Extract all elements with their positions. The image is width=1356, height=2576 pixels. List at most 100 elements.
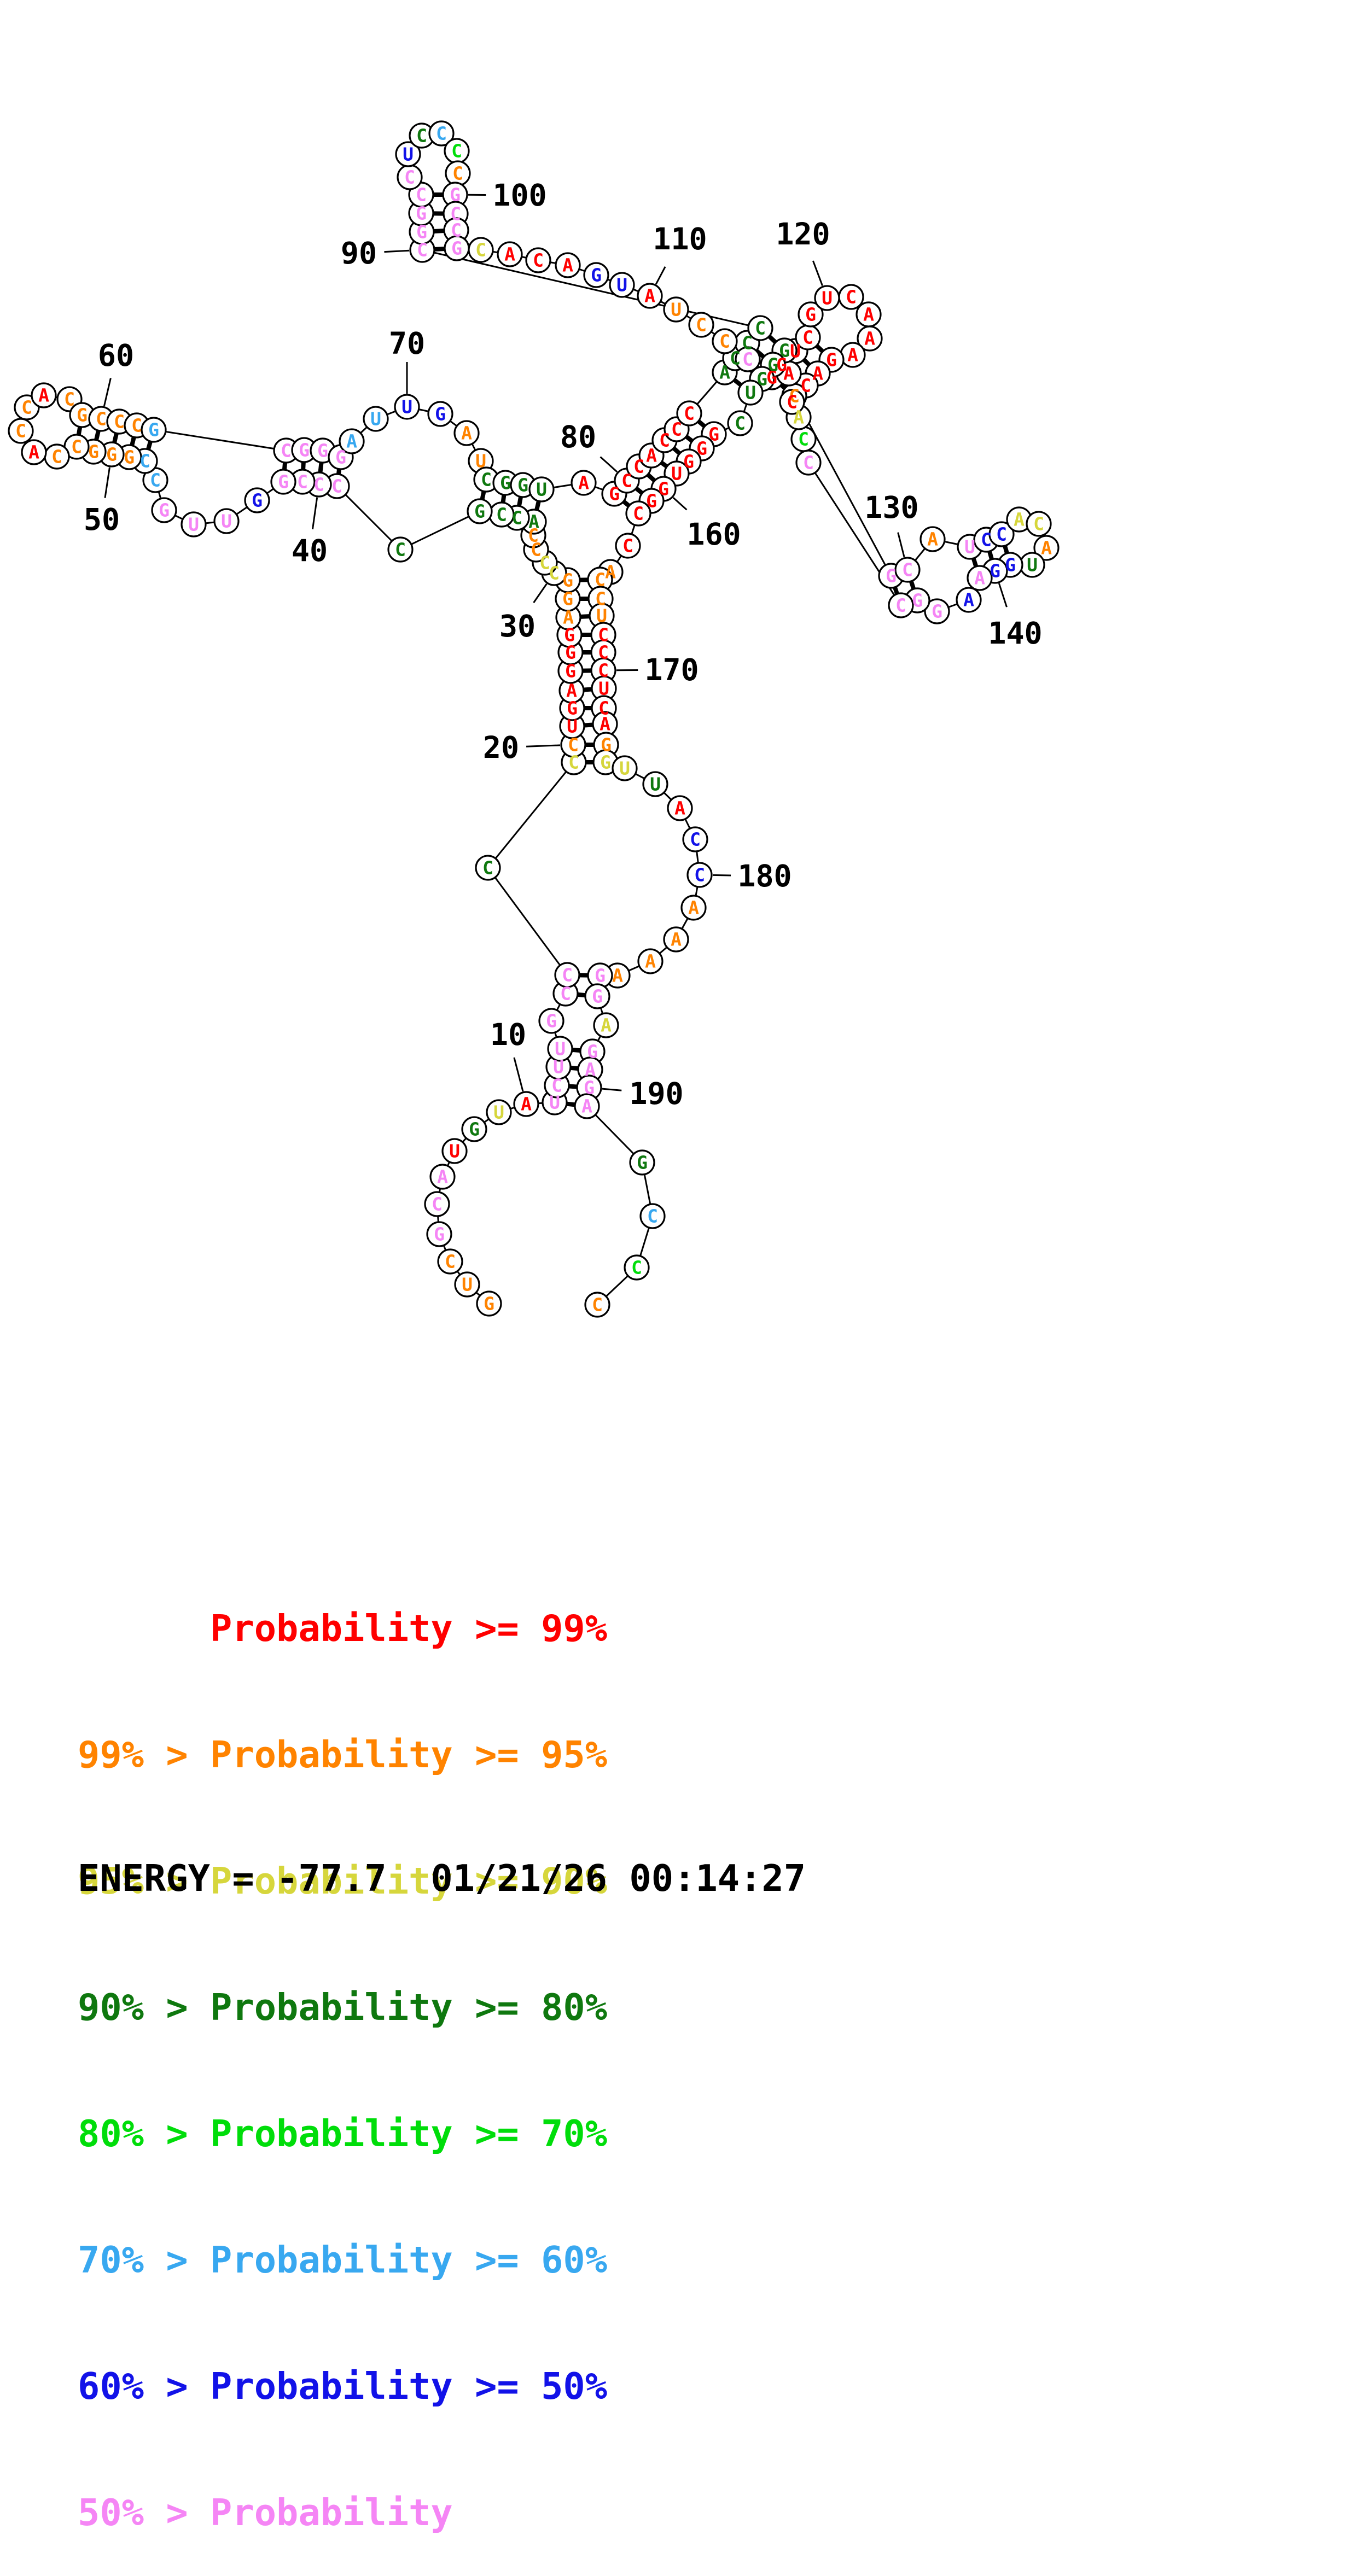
backbone-lines: [21, 133, 1046, 1305]
nucleotide-letter: A: [812, 363, 823, 384]
nucleotide-letter: C: [735, 413, 746, 434]
nucleotide-letter: C: [671, 419, 682, 440]
nucleotide-letter: C: [803, 452, 814, 474]
nucleotide-letter: C: [331, 476, 342, 497]
nucleotide-letter: C: [902, 559, 913, 581]
nucleotide-letter: C: [404, 167, 415, 188]
nucleotide-letter: C: [800, 375, 811, 396]
nucleotide-letter: G: [278, 471, 289, 493]
nucleotide-letter: U: [403, 144, 414, 165]
nucleotide-letter: A: [28, 442, 39, 463]
nucleotide-letter: G: [335, 447, 346, 468]
nucleotide-letter: C: [281, 440, 292, 462]
nucleotide-letter: G: [484, 1293, 494, 1315]
position-label: 120: [776, 217, 830, 252]
nucleotide-letter: A: [528, 511, 539, 533]
nucleotide-letter: A: [612, 965, 623, 986]
nucleotide-letter: U: [536, 479, 547, 500]
nucleotide-letter: U: [671, 463, 682, 484]
nucleotide-letter: A: [461, 423, 472, 444]
backbone-segment: [488, 762, 574, 868]
nucleotide-letter: G: [756, 369, 767, 390]
label-leader: [514, 1058, 523, 1091]
nucleotide-letter: C: [297, 471, 308, 493]
position-label: 50: [84, 502, 120, 537]
position-label: 180: [737, 858, 792, 893]
nucleotide-letter: C: [798, 429, 809, 450]
nucleotide-letter: G: [317, 440, 328, 462]
nucleotide-letter: A: [1014, 509, 1025, 530]
nucleotide-letter: C: [436, 123, 447, 144]
nucleotide-letter: G: [469, 1119, 480, 1140]
nucleotide-letter: U: [619, 758, 630, 779]
nucleotide-letter: C: [511, 507, 522, 529]
nucleotide-letter: G: [252, 490, 263, 511]
position-label: 170: [644, 652, 699, 687]
nucleotide-letter: C: [560, 983, 571, 1004]
label-leader: [813, 261, 822, 286]
nucleotide-letter: C: [694, 864, 705, 886]
label-leader: [312, 498, 317, 529]
nucleotide-letter: G: [565, 661, 576, 682]
legend-line-1: Probability >= 99%: [78, 1608, 607, 1650]
nucleotide-letter: U: [462, 1274, 473, 1295]
nucleotide-letter: C: [395, 539, 406, 560]
nucleotide-letter: C: [51, 446, 62, 468]
nucleotide-letter: C: [71, 436, 82, 458]
nucleotide-letter: C: [131, 415, 142, 436]
nucleotide-letter: U: [964, 536, 975, 558]
nucleotide-letter: C: [742, 349, 753, 370]
nucleotide-letter: C: [633, 456, 644, 477]
nucleotide-letter: A: [437, 1166, 448, 1188]
nucleotide-letter: C: [690, 829, 701, 850]
energy-readout: ENERGY = -77.7 01/21/26 00:14:27: [78, 1857, 806, 1900]
nucleotide-letter: U: [598, 678, 609, 699]
label-leader: [602, 1089, 621, 1090]
nucleotide-circles: [9, 121, 1058, 1317]
position-label: 130: [864, 490, 918, 525]
nucleotide-letter: G: [591, 265, 602, 286]
nucleotide-letter: G: [106, 444, 117, 465]
nucleotide-letter: C: [802, 327, 813, 348]
nucleotide-letter: A: [563, 607, 574, 628]
nucleotide-letter: C: [432, 1194, 443, 1215]
nucleotide-letter: G: [696, 438, 707, 459]
nucleotide-letter: A: [38, 385, 49, 406]
nucleotide-letter: C: [416, 125, 427, 147]
nucleotide-letter: U: [790, 341, 801, 362]
position-label: 60: [98, 338, 134, 373]
nucleotide-letter: A: [974, 568, 985, 589]
nucleotide-letter: A: [688, 897, 699, 919]
nucleotide-letter: A: [644, 285, 655, 307]
nucleotide-letter: G: [779, 340, 790, 361]
nucleotide-letter: G: [562, 588, 573, 610]
nucleotide-letter: C: [475, 240, 486, 261]
nucleotide-letter: U: [555, 1038, 566, 1060]
label-leader: [656, 267, 665, 284]
probability-legend: Probability >= 99% 99% > Probability >= …: [78, 1523, 607, 2576]
nucleotide-letter: U: [401, 396, 412, 418]
position-label: 80: [560, 419, 596, 454]
nucleotide-letter: C: [592, 1294, 603, 1316]
nucleotide-letter: A: [863, 304, 874, 325]
nucleotide-letter: C: [622, 535, 633, 557]
nucleotide-letter: G: [805, 304, 816, 325]
nucleotide-letter: C: [996, 524, 1007, 545]
nucleotide-letter: G: [500, 472, 511, 494]
nucleotide-letter: G: [159, 500, 170, 521]
nucleotide-letter: A: [346, 431, 357, 452]
nucleotide-letter: C: [895, 595, 906, 616]
nucleotide-letter: G: [450, 184, 461, 206]
nucleotide-letter: C: [549, 563, 560, 584]
nucleotide-letter: C: [631, 1257, 642, 1278]
nucleotide-letter: C: [496, 504, 507, 525]
nucleotide-letter: A: [783, 363, 794, 384]
nucleotide-letter: G: [658, 478, 669, 500]
nucleotide-letter: C: [719, 331, 730, 352]
nucleotide-letter: C: [114, 411, 125, 433]
nucleotide-letter: G: [416, 203, 427, 224]
legend-line-5: 80% > Probability >= 70%: [78, 2113, 607, 2155]
nucleotide-letter: G: [990, 560, 1000, 582]
nucleotide-letter: G: [416, 221, 427, 243]
legend-line-8: 50% > Probability: [78, 2492, 607, 2534]
